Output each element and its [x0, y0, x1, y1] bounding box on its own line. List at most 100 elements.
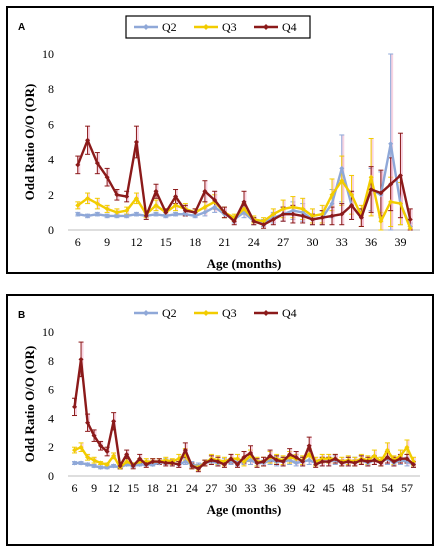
- data-point: [182, 208, 188, 214]
- data-point: [300, 213, 306, 219]
- data-point: [85, 454, 91, 460]
- data-point: [104, 449, 110, 455]
- data-point: [72, 404, 78, 410]
- data-point: [326, 459, 332, 465]
- data-point: [410, 461, 416, 467]
- data-point: [241, 454, 247, 460]
- data-point: [104, 174, 110, 180]
- data-point: [270, 211, 276, 217]
- data-point: [378, 460, 384, 466]
- data-point: [133, 211, 139, 217]
- data-point: [195, 466, 201, 472]
- data-point: [319, 456, 325, 462]
- data-point: [293, 454, 299, 460]
- data-point: [163, 460, 169, 466]
- y-axis-title: Odd Ratio O/O (OR): [22, 346, 37, 463]
- data-point: [202, 209, 208, 215]
- data-point: [111, 418, 117, 424]
- data-point: [261, 218, 267, 224]
- data-point: [397, 172, 403, 178]
- data-point: [404, 444, 410, 450]
- y-tick-label: 2: [48, 188, 54, 202]
- data-point: [114, 209, 120, 215]
- data-point: [397, 453, 403, 459]
- data-point: [378, 218, 384, 224]
- data-point: [98, 460, 104, 466]
- data-point: [384, 454, 390, 460]
- legend: Q2 Q3 Q4: [134, 306, 297, 320]
- y-tick-label: 8: [48, 82, 54, 96]
- legend-label: Q2: [162, 306, 177, 320]
- data-point: [94, 211, 100, 217]
- data-point: [85, 461, 91, 467]
- chart-panel-b: B 0 2 4 6 8 10 6 9 12 15 18 21 24 27 30 33 36 39 42 45 48 51 54…: [6, 294, 434, 546]
- data-point: [153, 188, 159, 194]
- y-tick-label: 6: [48, 383, 54, 397]
- data-point: [91, 433, 97, 439]
- data-point: [163, 457, 169, 463]
- x-tick-label: 39: [284, 481, 296, 495]
- data-point: [104, 213, 110, 219]
- x-tick-label: 18: [147, 481, 159, 495]
- data-point: [365, 459, 371, 465]
- x-tick-label: 21: [166, 481, 178, 495]
- data-point: [104, 464, 110, 470]
- data-point: [397, 201, 403, 207]
- data-point: [202, 188, 208, 194]
- x-tick-label: 45: [323, 481, 335, 495]
- data-point: [182, 211, 188, 217]
- data-point: [104, 461, 110, 467]
- legend: Q2 Q3 Q4: [125, 15, 311, 39]
- data-point: [339, 460, 345, 466]
- x-tick-label: 33: [336, 235, 348, 249]
- legend-label: Q3: [222, 20, 237, 34]
- data-point: [150, 459, 156, 465]
- data-point: [349, 192, 355, 198]
- data-point: [124, 213, 130, 219]
- data-point: [371, 457, 377, 463]
- data-point: [75, 162, 81, 168]
- data-point: [137, 456, 143, 462]
- data-point: [368, 174, 374, 180]
- data-point: [85, 213, 91, 219]
- data-point: [319, 459, 325, 465]
- data-point: [300, 459, 306, 465]
- data-point: [163, 209, 169, 215]
- data-point: [274, 457, 280, 463]
- data-point: [98, 464, 104, 470]
- data-point: [267, 453, 273, 459]
- data-point: [98, 443, 104, 449]
- data-point: [182, 447, 188, 453]
- y-tick-label: 2: [48, 440, 54, 454]
- data-point: [234, 461, 240, 467]
- data-point: [91, 463, 97, 469]
- data-point: [133, 195, 139, 201]
- y-tick-label: 10: [42, 47, 54, 61]
- data-point: [254, 460, 260, 466]
- legend-swatch-marker: [143, 24, 149, 30]
- data-point: [221, 461, 227, 467]
- x-tick-label: 30: [225, 481, 237, 495]
- data-point: [352, 460, 358, 466]
- x-tick-label: 15: [127, 481, 139, 495]
- data-point: [169, 460, 175, 466]
- data-point: [388, 181, 394, 187]
- legend-swatch-marker: [263, 24, 269, 30]
- x-tick-label: 48: [342, 481, 354, 495]
- data-point: [251, 218, 257, 224]
- data-point: [117, 463, 123, 469]
- legend-label: Q4: [282, 20, 297, 34]
- data-point: [378, 190, 384, 196]
- x-tick-label: 36: [264, 481, 276, 495]
- y-tick-label: 10: [42, 325, 54, 339]
- data-point: [349, 202, 355, 208]
- data-point: [143, 461, 149, 467]
- data-point: [339, 211, 345, 217]
- x-axis-title: Age (months): [207, 502, 282, 517]
- data-point: [270, 216, 276, 222]
- data-point: [404, 456, 410, 462]
- data-point: [309, 213, 315, 219]
- data-point: [212, 197, 218, 203]
- data-point: [143, 213, 149, 219]
- data-point: [173, 194, 179, 200]
